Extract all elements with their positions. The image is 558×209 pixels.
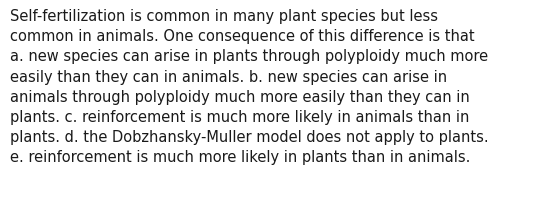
Text: Self-fertilization is common in many plant species but less
common in animals. O: Self-fertilization is common in many pla… bbox=[10, 9, 489, 165]
